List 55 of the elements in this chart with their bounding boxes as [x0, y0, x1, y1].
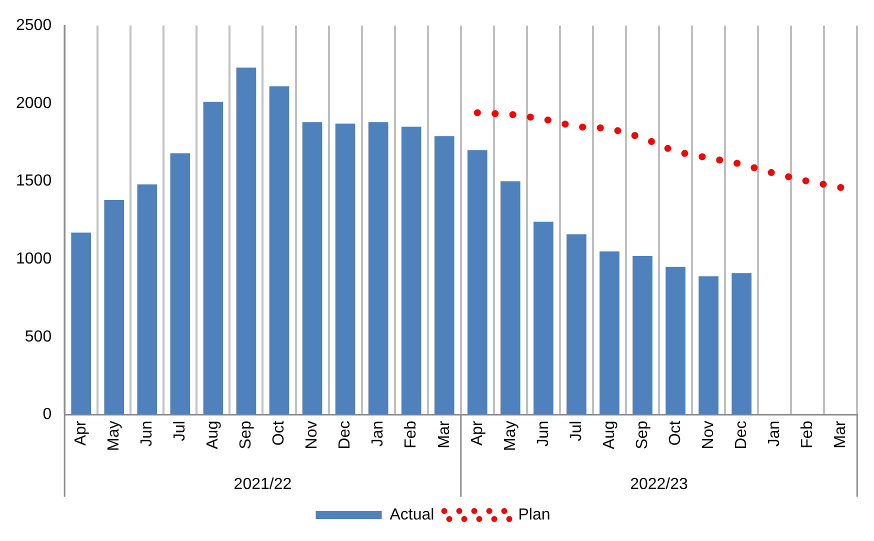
x-tick-label: Apr — [72, 420, 90, 446]
x-tick-label: Oct — [666, 420, 684, 446]
bar — [732, 273, 752, 415]
bar — [698, 276, 718, 415]
bar — [600, 251, 620, 415]
x-tick-label: Nov — [304, 420, 321, 450]
y-tick-label: 1000 — [16, 250, 52, 268]
bar — [401, 126, 422, 415]
x-tick-label: Mar — [832, 420, 850, 448]
x-tick-label: Jun — [534, 420, 552, 447]
x-tick-label: Mar — [436, 420, 453, 448]
bar — [104, 200, 124, 415]
bar — [566, 234, 586, 415]
y-tick-label: 2000 — [16, 94, 52, 112]
bar — [71, 232, 92, 415]
x-tick-label: May — [106, 420, 123, 452]
legend-label: Actual — [390, 506, 434, 524]
x-tick-label: Aug — [600, 420, 618, 450]
x-tick-label: Feb — [799, 420, 816, 448]
x-tick-label: Jan — [766, 420, 783, 447]
bar — [632, 256, 652, 415]
bar — [137, 184, 158, 415]
x-tick-label: Dec — [336, 420, 354, 450]
x-tick-label: Apr — [468, 420, 486, 446]
text: 2021/22 — [234, 476, 292, 494]
bar — [534, 222, 554, 415]
bar — [236, 68, 256, 415]
x-tick-label: Aug — [204, 420, 222, 450]
x-tick-label: Nov — [700, 420, 717, 450]
bar — [467, 150, 488, 415]
x-tick-label: Jun — [138, 420, 156, 447]
x-tick-label: Feb — [402, 420, 420, 448]
bar — [170, 153, 190, 415]
y-tick-label: 0 — [42, 406, 52, 424]
x-tick-label: Oct — [270, 420, 288, 446]
y-tick-label: 1500 — [16, 172, 52, 190]
bar — [500, 181, 520, 415]
bar — [434, 136, 454, 415]
bar — [368, 122, 388, 415]
x-tick-label: Jan — [370, 420, 387, 447]
x-tick-label: May — [502, 420, 519, 452]
bar — [203, 102, 224, 415]
legend-label: Plan — [518, 506, 550, 524]
y-tick-label: 2500 — [16, 17, 52, 34]
x-tick-label: Sep — [634, 420, 651, 450]
bar — [335, 124, 356, 415]
y-tick-label: 500 — [24, 328, 52, 346]
bar — [269, 86, 290, 415]
x-tick-label: Jul — [568, 420, 585, 442]
text: 2022/23 — [630, 476, 688, 494]
x-tick-label: Sep — [238, 420, 255, 450]
x-tick-label: Jul — [172, 420, 189, 442]
bar — [666, 266, 686, 415]
bar — [302, 122, 322, 415]
x-tick-label: Dec — [732, 420, 750, 450]
